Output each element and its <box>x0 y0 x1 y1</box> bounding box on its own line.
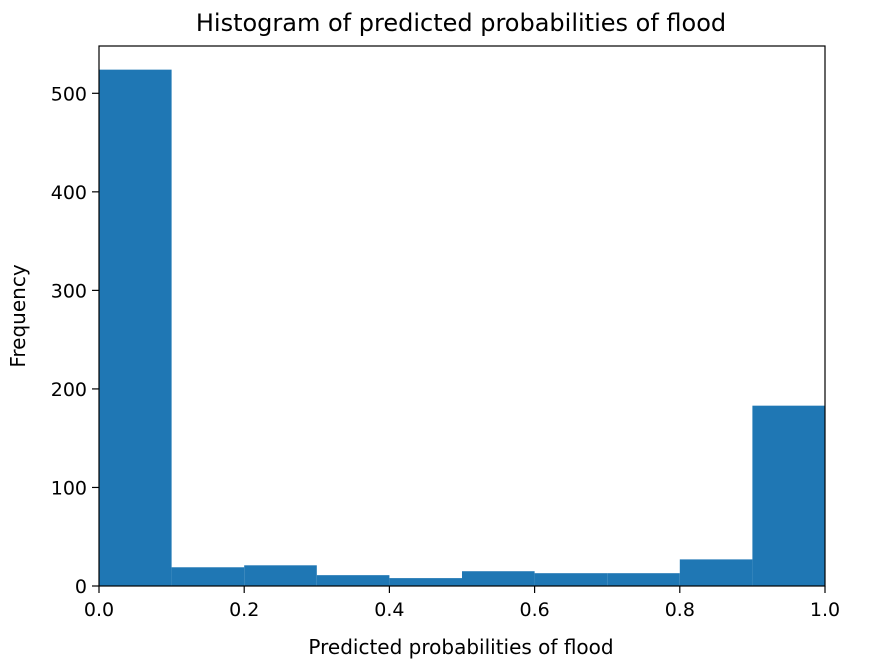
histogram-bar <box>462 571 535 586</box>
histogram-bar <box>679 559 753 586</box>
y-tick-label: 400 <box>51 182 87 204</box>
histogram-bar <box>171 567 245 586</box>
histogram-bar <box>99 69 172 586</box>
x-tick-label: 0.8 <box>665 599 695 621</box>
y-axis-ticks: 0 100 200 300 400 500 <box>51 83 99 598</box>
y-tick-label: 500 <box>51 83 87 105</box>
histogram-bar <box>607 573 680 586</box>
histogram-bar <box>534 573 608 586</box>
x-axis-ticks: 0.0 0.2 0.4 0.6 0.8 1.0 <box>84 586 840 621</box>
y-tick-label: 0 <box>75 576 87 598</box>
x-axis-label: Predicted probabilities of flood <box>308 635 613 659</box>
x-tick-label: 1.0 <box>810 599 840 621</box>
x-tick-label: 0.2 <box>229 599 259 621</box>
histogram-bar <box>389 578 462 586</box>
histogram-bar <box>752 405 825 586</box>
y-tick-label: 300 <box>51 280 87 302</box>
x-tick-label: 0.6 <box>519 599 549 621</box>
y-axis-label: Frequency <box>6 264 30 367</box>
chart-title: Histogram of predicted probabilities of … <box>196 9 726 37</box>
y-tick-label: 100 <box>51 477 87 499</box>
histogram-bar <box>244 565 317 586</box>
plot-frame <box>98 45 826 587</box>
x-tick-label: 0.4 <box>374 599 404 621</box>
bars-group <box>99 69 825 586</box>
x-tick-label: 0.0 <box>84 599 114 621</box>
histogram-bar <box>316 575 390 586</box>
y-tick-label: 200 <box>51 379 87 401</box>
